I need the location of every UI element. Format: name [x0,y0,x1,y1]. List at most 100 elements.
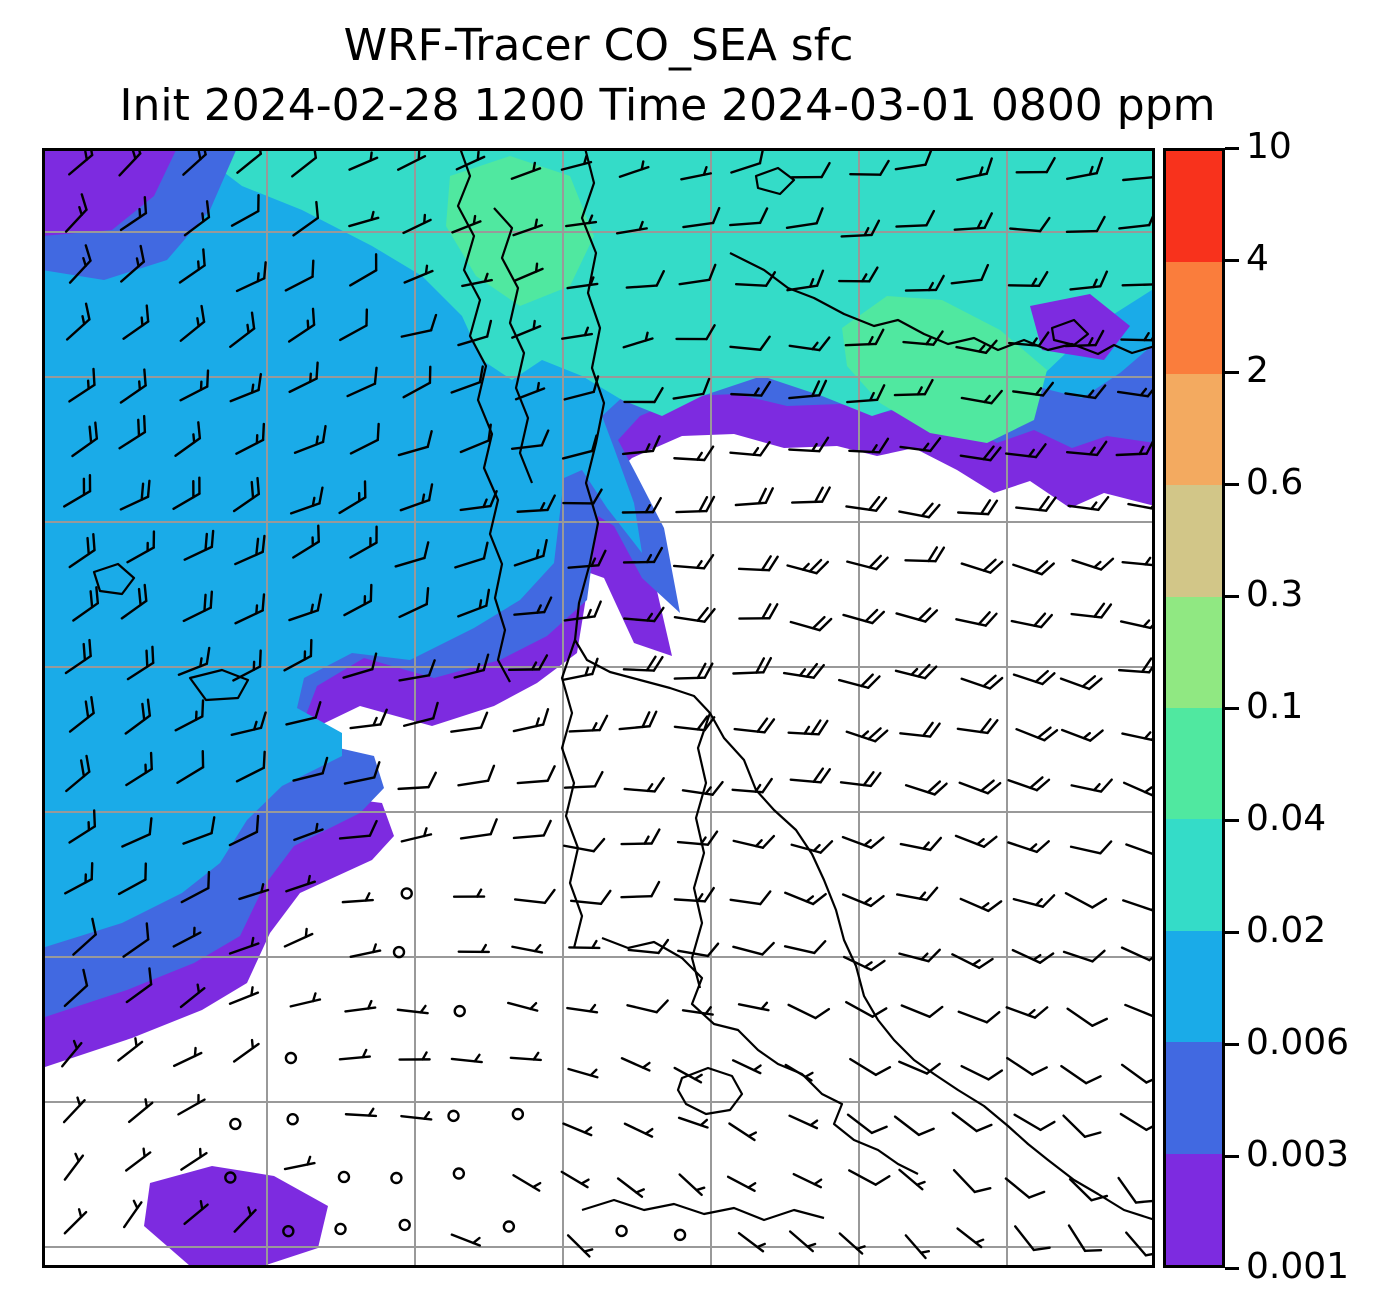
wind-barb [293,424,327,454]
calm-circle-icon [229,1117,242,1131]
colorbar-segment [1166,373,1222,486]
wind-barb [904,546,946,563]
wind-barb [675,495,716,514]
wind-barb [618,710,658,731]
wind-barb [455,150,486,171]
wind-barb [782,662,825,679]
wind-barb [955,339,998,355]
wind-barb [120,583,148,620]
colorbar-tick-label: 0.3 [1246,573,1304,615]
wind-barb [1070,602,1113,619]
wind-barb [562,488,603,505]
wind-barb [672,377,711,400]
wind-barb [397,771,437,791]
colorbar-segment [1166,819,1222,931]
wind-barb [457,943,490,954]
wind-barb [563,770,604,789]
wind-barb [1012,894,1056,908]
wind-barb [846,554,889,571]
wind-barb [119,368,147,404]
wind-barb [230,711,267,737]
wind-barb [232,1038,260,1063]
wind-barb [285,874,316,893]
wind-barb [287,307,316,343]
colorbar-segment [1166,930,1222,1043]
wind-barb [392,945,406,959]
wind-barb [62,474,92,508]
wind-barb [1070,778,1113,793]
wind-barb [182,148,207,176]
wind-barb [507,1001,539,1012]
wind-barb [959,445,1002,462]
wind-barb [626,999,669,1014]
wind-barb [1066,1007,1108,1027]
wind-barb [848,1169,891,1186]
coastline [188,668,250,702]
wind-barb [452,888,486,898]
wind-barb [561,326,594,340]
wind-barb [461,272,493,288]
wind-barb [68,695,95,733]
wind-barb [1007,840,1050,854]
wind-barb [1010,612,1054,629]
wind-barb [238,883,270,901]
wind-barb [783,940,827,955]
wind-barb [728,1122,758,1142]
wind-barb [1069,270,1109,291]
wind-barb [68,148,94,176]
wind-barb [677,942,720,958]
wind-barb [512,708,550,733]
colorbar-tick-label: 0.003 [1246,1133,1350,1175]
wind-barb [124,698,152,735]
wind-barb [450,365,484,394]
wind-barb [398,1218,411,1232]
wind-barb [615,1224,628,1238]
wind-barb [560,154,593,171]
wind-barb [954,834,998,848]
wind-barb [450,1233,481,1247]
colorbar-segment [1166,596,1222,709]
wind-barb [122,304,150,340]
coastline [493,207,534,484]
wind-barb [65,302,91,341]
calm-circle-icon [447,1109,460,1123]
wind-barb [959,897,1003,913]
coastline [676,1066,744,1116]
wind-barb [400,887,413,900]
wind-barb [68,244,92,284]
wind-barb [289,992,322,1008]
wind-barb [400,313,438,338]
coastline [581,1198,825,1222]
wind-barb [955,611,998,627]
wind-barb [125,751,153,787]
wind-barb [122,922,150,958]
wind-barb [960,558,1004,574]
wind-barb [1008,331,1050,347]
wind-barb [178,248,206,284]
map-border [42,148,1155,1268]
colorbar-segment [1166,262,1222,374]
wind-barb [786,269,825,292]
wind-barb [845,727,889,743]
wind-barb [1011,948,1055,964]
wind-barb [180,1147,208,1171]
wind-barb [453,1004,466,1018]
wind-barb [953,212,993,231]
wind-barb [179,304,206,342]
wind-barb [292,200,320,237]
wind-barb [119,195,148,232]
calm-circle-icon [452,1167,466,1180]
colorbar-segment [1166,151,1222,263]
wind-barb [894,148,933,171]
wind-barb [838,1232,866,1255]
wind-barb [893,1115,935,1137]
calm-circle-icon [398,1218,411,1232]
wind-barb [1014,1225,1051,1252]
wind-barb [845,1000,888,1018]
wind-barb [1064,329,1105,348]
colorbar-tick-label: 0.1 [1246,685,1304,727]
wind-barb [349,943,382,958]
wind-barb [403,701,439,727]
wind-barb [731,1059,762,1075]
wind-barb [898,502,941,519]
